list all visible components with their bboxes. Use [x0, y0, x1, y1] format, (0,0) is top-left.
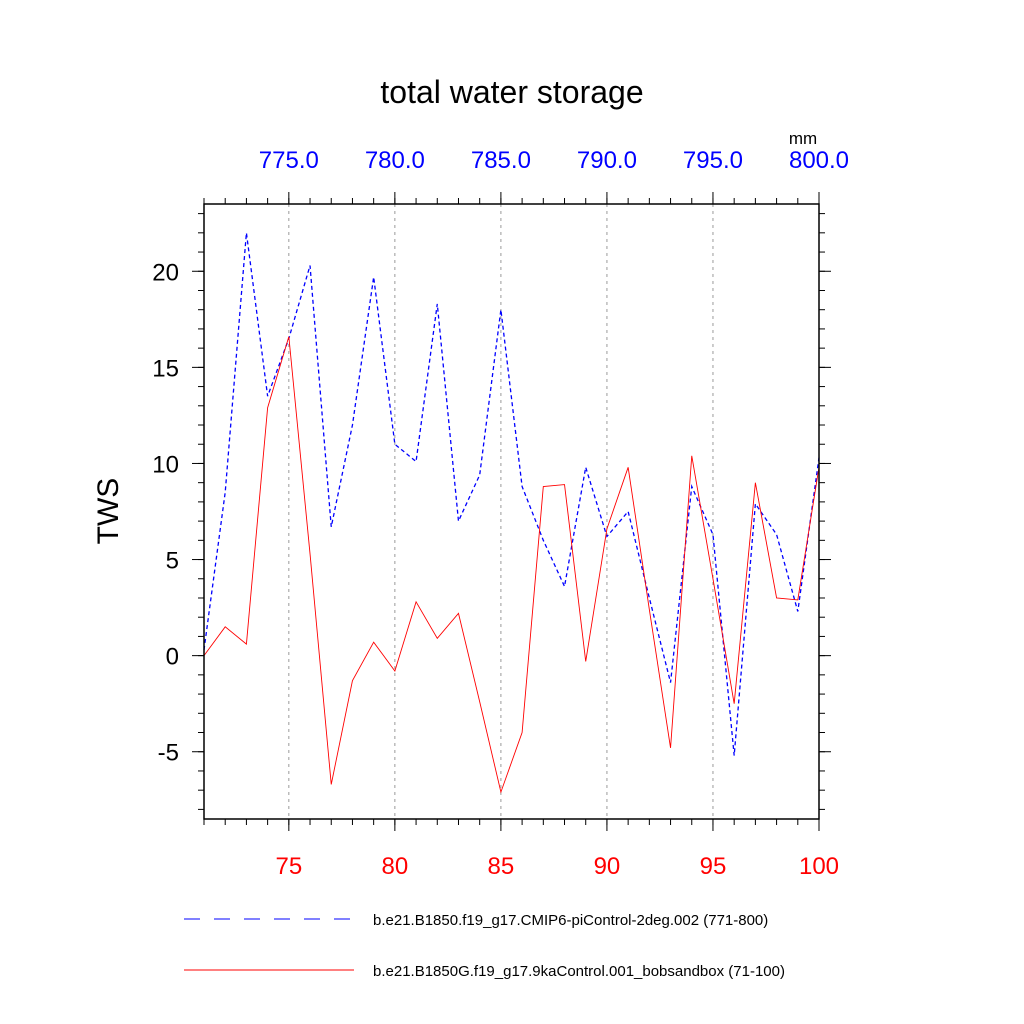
bottom-tick-label: 80	[382, 853, 409, 880]
series-layer	[203, 232, 820, 794]
y-tick-label: 0	[166, 644, 179, 671]
series-line-control	[203, 232, 820, 756]
axis-ticks	[192, 192, 831, 831]
legend-label-9ka: b.e21.B1850G.f19_g17.9kaControl.001_bobs…	[373, 963, 785, 980]
y-tick-labels: -5 0 5 10 15 20	[152, 259, 179, 766]
y-tick-label: 15	[152, 355, 179, 382]
bottom-tick-label: 75	[275, 853, 302, 880]
y-tick-label: 5	[166, 548, 179, 575]
bottom-tick-label: 95	[700, 853, 727, 880]
bottom-tick-label: 85	[488, 853, 515, 880]
top-tick-label: 790.0	[577, 147, 637, 174]
top-axis-tick-labels: 775.0 780.0 785.0 790.0 795.0 800.0	[259, 147, 849, 174]
y-tick-label: 20	[152, 259, 179, 286]
plot-frame	[203, 203, 820, 820]
top-tick-label: 785.0	[471, 147, 531, 174]
top-tick-label: 800.0	[789, 147, 849, 174]
gridlines	[288, 204, 714, 819]
legend: b.e21.B1850.f19_g17.CMIP6-piControl-2deg…	[184, 912, 785, 980]
legend-label-control: b.e21.B1850.f19_g17.CMIP6-piControl-2deg…	[373, 912, 768, 929]
series-line-9ka	[203, 336, 820, 794]
top-axis-units: mm	[789, 129, 817, 148]
top-tick-label: 795.0	[683, 147, 743, 174]
y-axis-label: TWS	[92, 478, 125, 545]
y-tick-label: -5	[158, 740, 179, 767]
y-tick-label: 10	[152, 451, 179, 478]
bottom-tick-label: 100	[799, 853, 839, 880]
bottom-axis-tick-labels: 75 80 85 90 95 100	[275, 853, 839, 880]
top-tick-label: 775.0	[259, 147, 319, 174]
bottom-tick-label: 90	[594, 853, 621, 880]
top-tick-label: 780.0	[365, 147, 425, 174]
chart-title: total water storage	[380, 74, 643, 110]
